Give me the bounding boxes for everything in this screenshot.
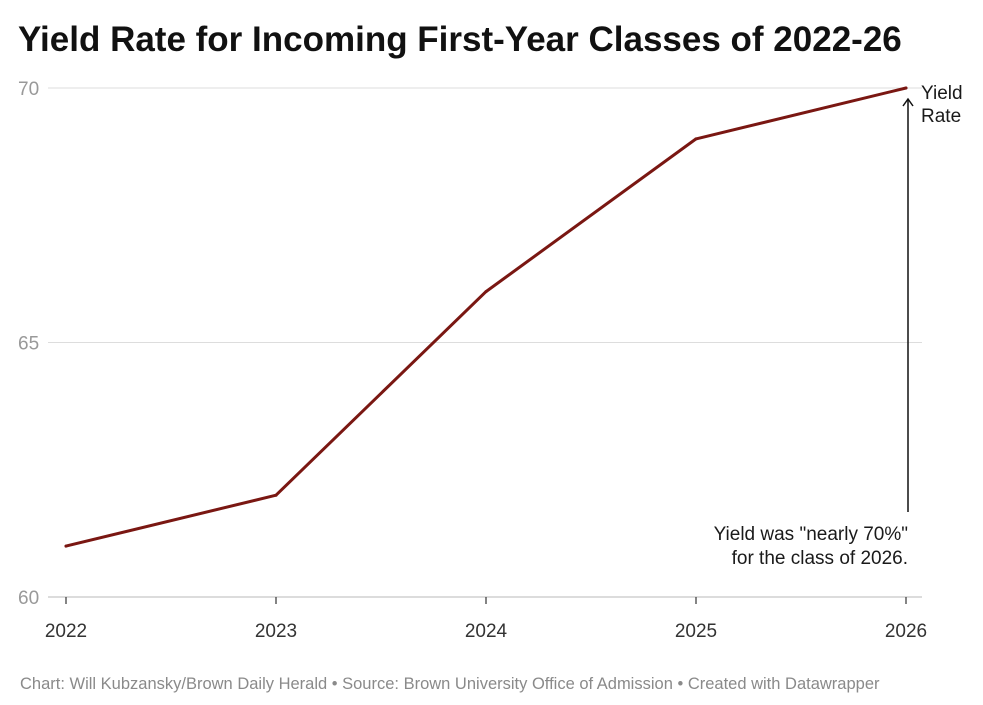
x-tick-label: 2025 <box>675 621 717 642</box>
series-line <box>64 86 908 548</box>
gridlines <box>48 87 922 598</box>
y-tick-label: 70 <box>18 79 39 100</box>
x-tick-label: 2024 <box>465 621 508 642</box>
data-point <box>274 493 278 497</box>
data-point <box>694 137 698 141</box>
annotation-note: Yield was "nearly 70%" <box>714 524 908 545</box>
chart-footer: Chart: Will Kubzansky/Brown Daily Herald… <box>20 675 880 693</box>
y-tick-label: 60 <box>18 588 39 609</box>
annotation-note: for the class of 2026. <box>732 548 908 569</box>
data-point <box>904 86 908 90</box>
data-point <box>64 544 68 548</box>
x-tick-label: 2026 <box>885 621 927 642</box>
annotation-arrowhead <box>902 97 914 107</box>
x-axis-ticks: 2022 2023 2024 2025 2026 <box>45 597 927 642</box>
data-point <box>484 290 488 294</box>
x-tick-label: 2022 <box>45 621 87 642</box>
series-label: Rate <box>921 106 961 127</box>
x-tick-label: 2023 <box>255 621 297 642</box>
y-axis-ticks: 60 65 70 <box>18 79 39 609</box>
y-tick-label: 65 <box>18 334 39 355</box>
series-layer <box>64 86 908 548</box>
chart-title: Yield Rate for Incoming First-Year Class… <box>18 20 902 59</box>
series-label: Yield <box>921 83 963 104</box>
